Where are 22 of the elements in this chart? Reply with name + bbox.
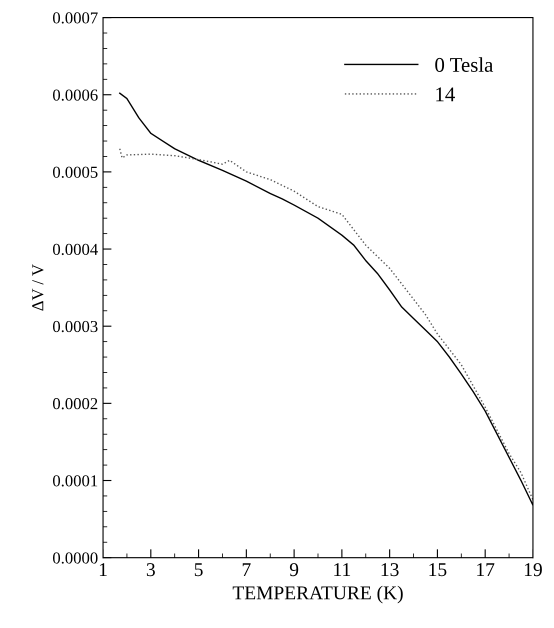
y-tick-label: 0.0004 — [52, 244, 98, 256]
legend-label: 0 Tesla — [435, 57, 494, 72]
x-tick-label: 3 — [146, 563, 155, 576]
y-tick-label: 0.0007 — [52, 12, 98, 24]
y-tick-label: 0.0000 — [52, 552, 98, 564]
y-tick-label: 0.0003 — [52, 320, 98, 332]
y-tick-label: 0.0001 — [52, 475, 98, 487]
x-tick-label: 17 — [477, 563, 494, 576]
x-tick-label: 11 — [334, 563, 350, 576]
x-tick-label: 15 — [429, 563, 446, 576]
x-tick-label: 7 — [242, 563, 251, 576]
x-tick-label: 1 — [100, 563, 107, 576]
x-tick-label: 13 — [382, 563, 399, 576]
y-tick-label: 0.0002 — [52, 398, 98, 410]
y-tick-label: 0.0005 — [52, 166, 98, 178]
x-tick-label: 9 — [290, 563, 298, 576]
x-tick-label: 5 — [194, 563, 203, 576]
x-tick-label: 19 — [524, 563, 542, 576]
legend-label: 14 — [436, 87, 455, 102]
y-axis-title: ΔV / V — [32, 264, 44, 311]
x-axis-title: TEMPERATURE (K) — [232, 586, 403, 604]
y-tick-label: 0.0006 — [52, 89, 98, 101]
